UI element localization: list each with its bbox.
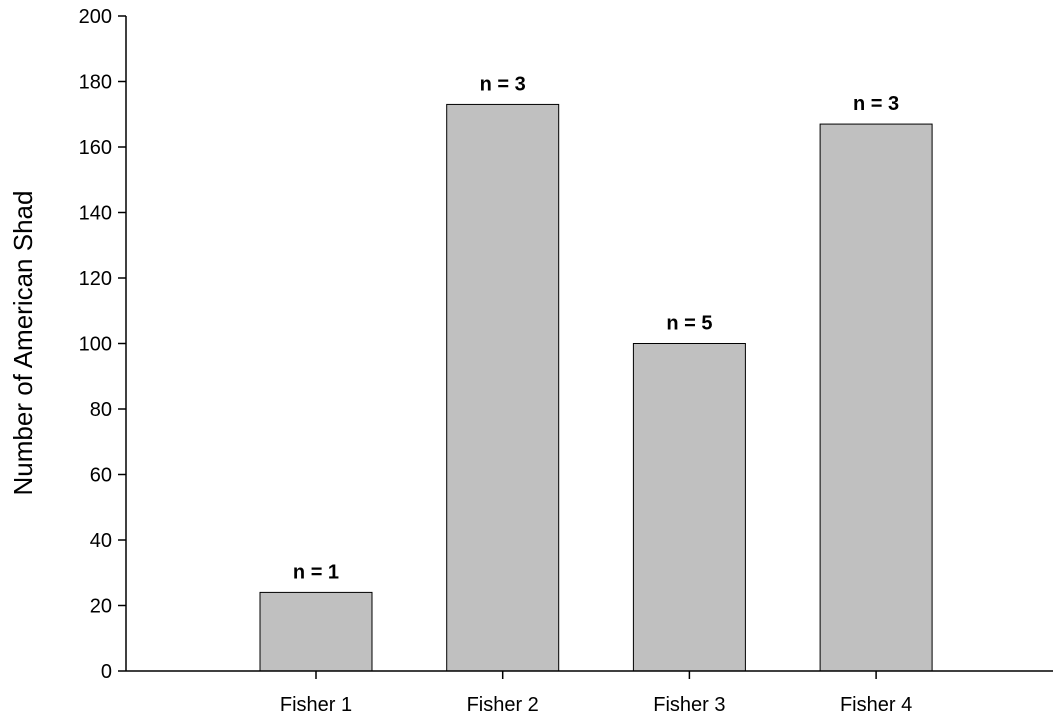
y-tick-label: 200 bbox=[79, 6, 112, 28]
bar bbox=[819, 123, 933, 672]
x-tick-label: Fisher 4 bbox=[840, 694, 912, 716]
bar bbox=[259, 591, 373, 672]
y-tick-label: 80 bbox=[90, 399, 112, 421]
y-tick-label: 120 bbox=[79, 268, 112, 290]
y-tick-label: 20 bbox=[90, 596, 112, 618]
data-labels: n = 1 n = 3 n = 5 n = 3 bbox=[293, 73, 899, 583]
y-axis-title: Number of American Shad bbox=[8, 191, 38, 496]
y-tick-label: 0 bbox=[101, 661, 112, 683]
data-label: n = 3 bbox=[853, 93, 899, 115]
y-tick-label: 180 bbox=[79, 72, 112, 94]
bars bbox=[259, 103, 933, 672]
x-tick-label: Fisher 1 bbox=[280, 694, 352, 716]
x-tick-label: Fisher 3 bbox=[653, 694, 725, 716]
y-tick-label: 160 bbox=[79, 137, 112, 159]
data-label: n = 5 bbox=[666, 313, 712, 335]
y-tick-label: 60 bbox=[90, 465, 112, 487]
bar bbox=[446, 103, 560, 672]
bar bbox=[632, 343, 746, 672]
y-tick-label: 100 bbox=[79, 334, 112, 356]
y-tick-label: 40 bbox=[90, 530, 112, 552]
x-tick-label: Fisher 2 bbox=[467, 694, 539, 716]
data-label: n = 1 bbox=[293, 561, 339, 583]
y-axis-ticks: 0 20 40 60 80 100 120 140 160 180 200 bbox=[79, 6, 126, 683]
data-label: n = 3 bbox=[480, 73, 526, 95]
x-axis-ticks: Fisher 1 Fisher 2 Fisher 3 Fisher 4 bbox=[280, 671, 912, 716]
y-tick-label: 140 bbox=[79, 203, 112, 225]
